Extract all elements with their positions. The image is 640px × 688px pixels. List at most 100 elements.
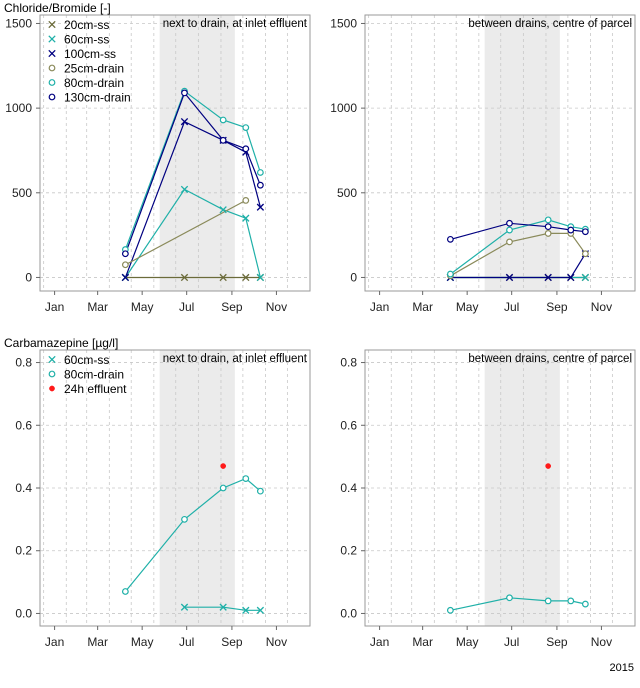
x-tick-label: Sep bbox=[221, 300, 243, 314]
chart-panel-chloride-between-drains: 0 500 1000 1500 Jan Mar May Jul Sep Nov between dr… bbox=[330, 14, 636, 314]
panel-annotation: between drains, centre of parcel bbox=[468, 18, 632, 30]
legend-marker-80cm-drain bbox=[48, 79, 56, 86]
x-tick-label: Nov bbox=[591, 300, 612, 314]
data-point-80cm-drain bbox=[242, 124, 250, 132]
x-tick-label: Jan bbox=[45, 635, 64, 649]
data-point-80cm-drain bbox=[446, 606, 454, 614]
data-point-60cm-ss bbox=[581, 273, 590, 282]
y-tick-label: 0.2 bbox=[15, 544, 32, 558]
x-tick-label: Sep bbox=[221, 635, 243, 649]
x-tick-label: May bbox=[456, 300, 479, 314]
data-point-25cm-drain bbox=[581, 250, 589, 258]
legend-label: 24h effluent bbox=[64, 382, 127, 396]
legend-marker-60cm-ss bbox=[48, 35, 56, 43]
series-line-60cm-ss bbox=[184, 606, 261, 611]
y-tick-label: 0.6 bbox=[15, 418, 32, 432]
data-point-25cm-drain bbox=[506, 238, 513, 246]
y-tick-label: 0.8 bbox=[340, 356, 357, 370]
legend-label: 80cm-drain bbox=[64, 368, 124, 382]
data-point-130cm-drain bbox=[506, 219, 513, 227]
x-tick-label: May bbox=[456, 635, 479, 649]
y-tick-label: 1000 bbox=[330, 101, 357, 115]
y-tick-label: 0.2 bbox=[340, 544, 357, 558]
panel-annotation: next to drain, at inlet effluent bbox=[163, 353, 308, 365]
y-tick-label: 0 bbox=[25, 270, 32, 284]
data-point-80cm-drain bbox=[256, 487, 264, 495]
legend-marker-130cm-drain bbox=[48, 93, 56, 101]
data-point-24h effluent bbox=[220, 463, 227, 469]
y-tick-label: 0.4 bbox=[15, 481, 32, 495]
x-tick-label: Sep bbox=[546, 300, 568, 314]
data-point-20cm-ss bbox=[180, 273, 189, 282]
x-tick-label: Nov bbox=[266, 635, 287, 649]
x-tick-label: Jul bbox=[504, 635, 519, 649]
x-tick-label: Jul bbox=[179, 635, 194, 649]
y-tick-label: 1500 bbox=[330, 16, 357, 30]
legend-marker-24h effluent bbox=[49, 385, 55, 392]
panel-annotation: next to drain, at inlet effluent bbox=[163, 18, 308, 30]
data-point-80cm-drain bbox=[544, 597, 552, 605]
chart-panel-carbamazepine-next-to-drain: 0.0 0.2 0.4 0.6 0.8 Jan Mar May Jul Sep Nov Carbama… bbox=[4, 336, 311, 649]
data-point-80cm-drain bbox=[219, 484, 227, 492]
legend-label: 20cm-ss bbox=[64, 18, 109, 32]
data-point-80cm-drain bbox=[181, 515, 188, 523]
chart-panel-carbamazepine-between-drains: 0.0 0.2 0.4 0.6 0.8 Jan Mar May Jul Sep Nov between… bbox=[340, 349, 636, 649]
data-point-130cm-drain bbox=[446, 235, 454, 243]
shaded-period bbox=[159, 15, 235, 291]
chart-title: Carbamazepine [µg/l] bbox=[4, 336, 118, 350]
data-point-25cm-drain bbox=[242, 197, 250, 204]
y-tick-label: 500 bbox=[12, 186, 32, 200]
data-point-130cm-drain bbox=[581, 228, 589, 236]
x-tick-label: Nov bbox=[591, 635, 612, 649]
data-point-80cm-drain bbox=[446, 270, 454, 278]
data-point-100cm-ss bbox=[505, 273, 514, 282]
year-label: 2015 bbox=[610, 662, 634, 674]
data-point-130cm-drain bbox=[567, 226, 575, 234]
plot-frame bbox=[39, 14, 311, 292]
data-point-60cm-ss bbox=[256, 606, 265, 614]
legend-label: 60cm-ss bbox=[64, 33, 109, 47]
data-point-60cm-ss bbox=[256, 273, 265, 282]
panel-annotation: between drains, centre of parcel bbox=[468, 353, 632, 365]
x-tick-label: Jan bbox=[370, 300, 389, 314]
data-point-130cm-drain bbox=[219, 136, 227, 144]
data-point-80cm-drain bbox=[256, 169, 264, 176]
legend-label: 100cm-ss bbox=[64, 47, 116, 61]
legend-label: 80cm-drain bbox=[64, 76, 124, 90]
y-tick-label: 0.0 bbox=[15, 606, 32, 620]
y-tick-label: 1500 bbox=[5, 16, 32, 30]
data-point-20cm-ss bbox=[242, 273, 250, 282]
legend-label: 25cm-drain bbox=[64, 62, 124, 76]
series-line-25cm-drain bbox=[125, 199, 247, 266]
data-point-130cm-drain bbox=[181, 89, 188, 97]
data-point-130cm-drain bbox=[121, 250, 129, 258]
x-tick-label: May bbox=[131, 635, 154, 649]
legend-label: 130cm-drain bbox=[64, 91, 131, 105]
x-tick-label: Jul bbox=[179, 300, 194, 314]
plot-frame bbox=[364, 14, 636, 292]
data-point-130cm-drain bbox=[544, 223, 552, 231]
data-point-80cm-drain bbox=[567, 597, 575, 605]
x-tick-label: May bbox=[131, 300, 154, 314]
data-point-60cm-ss bbox=[242, 214, 250, 222]
data-point-80cm-drain bbox=[219, 116, 227, 124]
data-point-20cm-ss bbox=[219, 273, 227, 282]
x-tick-label: Mar bbox=[412, 300, 433, 314]
data-point-24h effluent bbox=[545, 463, 552, 469]
data-point-100cm-ss bbox=[121, 273, 130, 282]
data-point-25cm-drain bbox=[544, 230, 552, 237]
data-point-60cm-ss bbox=[219, 603, 227, 611]
legend-marker-20cm-ss bbox=[48, 20, 56, 29]
x-tick-label: Jul bbox=[504, 300, 519, 314]
y-tick-label: 0 bbox=[350, 270, 357, 284]
y-tick-label: 500 bbox=[337, 186, 357, 200]
data-point-80cm-drain bbox=[242, 475, 250, 482]
data-point-80cm-drain bbox=[121, 588, 129, 595]
data-point-100cm-ss bbox=[567, 273, 575, 282]
legend-label: 60cm-ss bbox=[64, 353, 109, 367]
chart-title: Chloride/Bromide [-] bbox=[4, 1, 111, 15]
data-point-60cm-ss bbox=[219, 206, 227, 214]
